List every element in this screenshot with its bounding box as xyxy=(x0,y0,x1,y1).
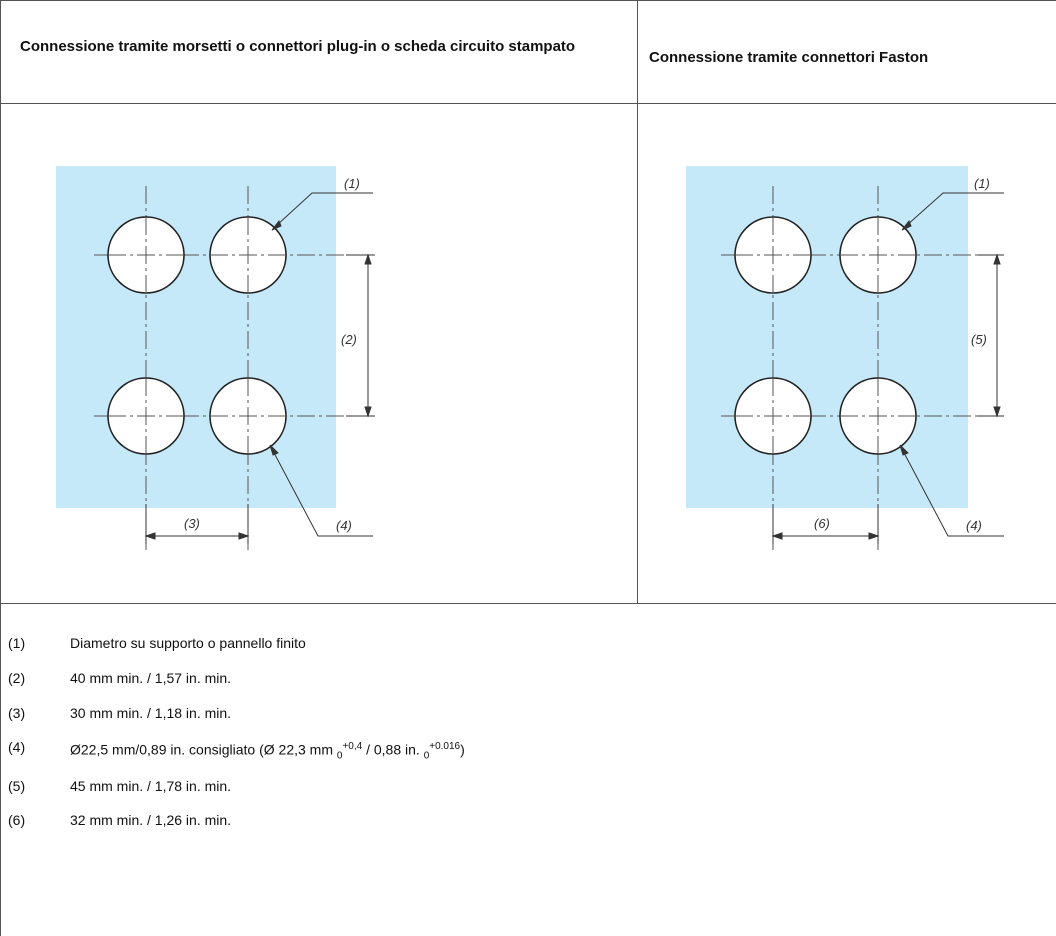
table-divider-notes xyxy=(0,603,1056,604)
note-number: (2) xyxy=(8,670,26,686)
header-col1: Connessione tramite morsetti o connettor… xyxy=(20,38,576,55)
table-divider-vertical xyxy=(637,0,638,603)
callout-6: (6) xyxy=(814,516,830,531)
callout-1: (1) xyxy=(344,176,360,191)
table-border-left xyxy=(0,0,1,936)
note-number: (1) xyxy=(8,635,26,651)
note-number: (4) xyxy=(8,739,26,755)
panel-area xyxy=(56,166,336,508)
note-text: Diametro su supporto o pannello finito xyxy=(70,635,306,651)
callout-1: (1) xyxy=(974,176,990,191)
note-text: 30 mm min. / 1,18 in. min. xyxy=(70,705,232,721)
note-number: (3) xyxy=(8,705,26,721)
callout-2: (2) xyxy=(341,332,357,347)
note-text: 45 mm min. / 1,78 in. min. xyxy=(70,778,232,794)
diagram-terminals: (2) (3) (1) (4) xyxy=(56,166,375,550)
note-number: (6) xyxy=(8,812,26,828)
note-text: 40 mm min. / 1,57 in. min. xyxy=(70,670,232,686)
table-border-top xyxy=(0,0,1056,1)
note-text: Ø22,5 mm/0,89 in. consigliato (Ø 22,3 mm… xyxy=(70,741,465,762)
note-number: (5) xyxy=(8,778,26,794)
header-col2: Connessione tramite connettori Faston xyxy=(649,49,929,66)
callout-3: (3) xyxy=(184,516,200,531)
callout-4: (4) xyxy=(336,518,352,533)
note-text: 32 mm min. / 1,26 in. min. xyxy=(70,812,232,828)
callout-5: (5) xyxy=(971,332,987,347)
table-divider-header xyxy=(0,103,1056,104)
panel-area xyxy=(686,166,968,508)
diagram-faston: (5) (6) (1) (4) xyxy=(686,166,1004,550)
callout-4: (4) xyxy=(966,518,982,533)
